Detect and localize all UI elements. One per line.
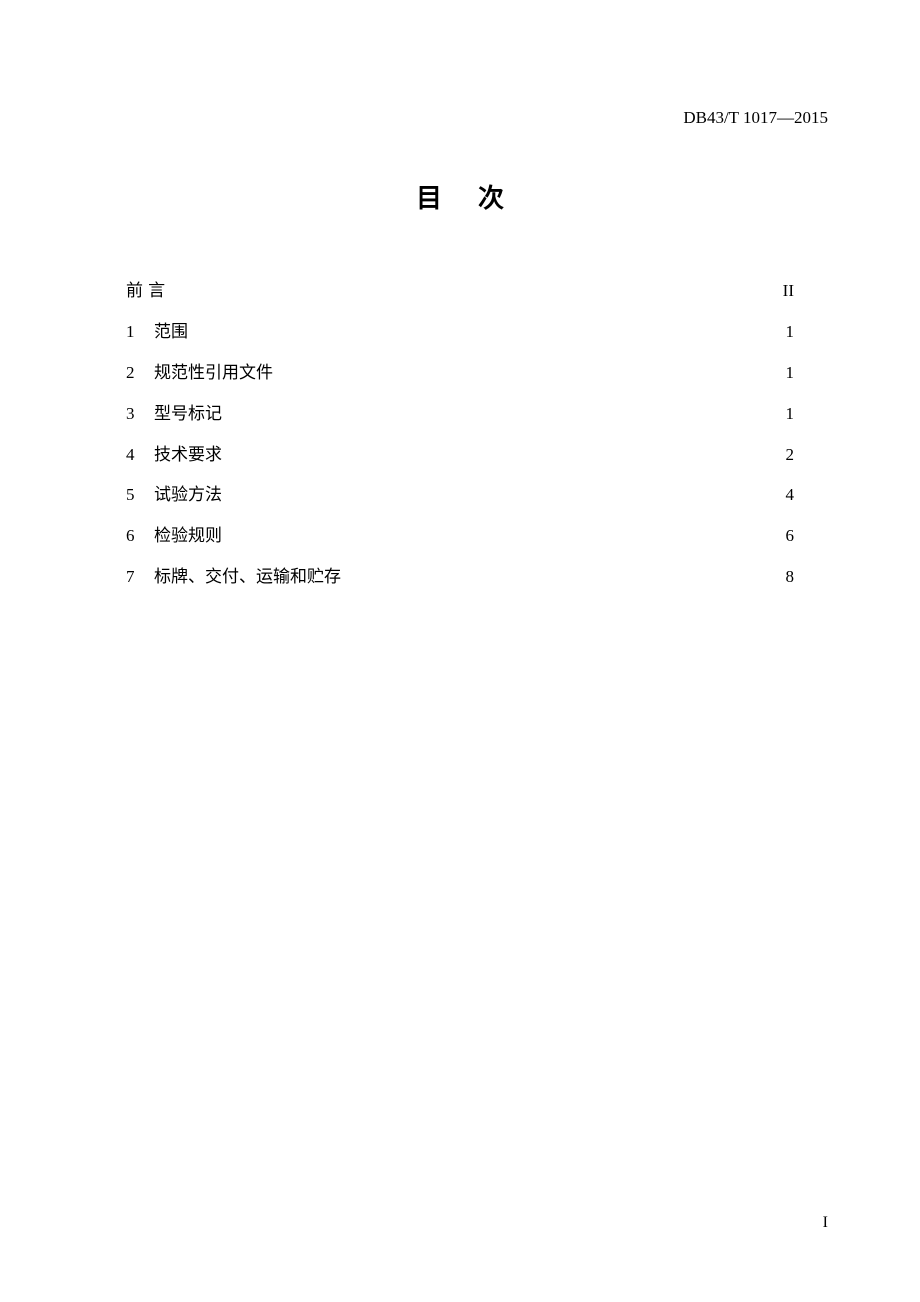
toc-section-number: 3 bbox=[126, 400, 154, 429]
toc-entry: 7 标牌、交付、运输和贮存 8 bbox=[126, 563, 794, 592]
toc-label: 检验规则 bbox=[154, 522, 222, 551]
toc-entry-preface: 前言 II bbox=[126, 277, 794, 306]
toc-label: 前言 bbox=[126, 277, 170, 306]
toc-page-number: 1 bbox=[776, 359, 794, 388]
toc-leader-dots bbox=[226, 402, 772, 419]
toc-entry: 3 型号标记 1 bbox=[126, 400, 794, 429]
page-number: I bbox=[823, 1214, 828, 1232]
toc-leader-dots bbox=[226, 524, 772, 541]
toc-section-number: 7 bbox=[126, 563, 154, 592]
toc-leader-dots bbox=[226, 443, 772, 460]
toc-page-number: 1 bbox=[776, 400, 794, 429]
toc-label: 范围 bbox=[154, 318, 188, 347]
toc-leader-dots bbox=[277, 361, 772, 378]
toc-leader-dots bbox=[345, 565, 772, 582]
toc-page-number: 4 bbox=[776, 481, 794, 510]
toc-leader-dots bbox=[226, 483, 772, 500]
toc-entry: 5 试验方法 4 bbox=[126, 481, 794, 510]
toc-title: 目次 bbox=[90, 178, 830, 215]
toc-page-number: II bbox=[776, 277, 794, 306]
toc-section-number: 5 bbox=[126, 481, 154, 510]
toc-page-number: 8 bbox=[776, 563, 794, 592]
toc-section-number: 1 bbox=[126, 318, 154, 347]
toc-label: 标牌、交付、运输和贮存 bbox=[154, 563, 341, 592]
toc-entry: 2 规范性引用文件 1 bbox=[126, 359, 794, 388]
toc-section-number: 2 bbox=[126, 359, 154, 388]
toc-label: 试验方法 bbox=[154, 481, 222, 510]
toc-leader-dots bbox=[192, 320, 772, 337]
table-of-contents: 前言 II 1 范围 1 2 规范性引用文件 1 3 型号标记 1 4 技术要求… bbox=[90, 277, 830, 592]
toc-section-number: 6 bbox=[126, 522, 154, 551]
toc-entry: 1 范围 1 bbox=[126, 318, 794, 347]
standard-code: DB43/T 1017—2015 bbox=[683, 108, 828, 128]
toc-label: 型号标记 bbox=[154, 400, 222, 429]
toc-page-number: 2 bbox=[776, 441, 794, 470]
toc-label: 规范性引用文件 bbox=[154, 359, 273, 388]
document-page: DB43/T 1017—2015 目次 前言 II 1 范围 1 2 规范性引用… bbox=[0, 0, 920, 1302]
toc-page-number: 1 bbox=[776, 318, 794, 347]
toc-leader-dots bbox=[174, 279, 772, 296]
toc-section-number: 4 bbox=[126, 441, 154, 470]
toc-entry: 4 技术要求 2 bbox=[126, 441, 794, 470]
toc-label: 技术要求 bbox=[154, 441, 222, 470]
toc-page-number: 6 bbox=[776, 522, 794, 551]
toc-entry: 6 检验规则 6 bbox=[126, 522, 794, 551]
